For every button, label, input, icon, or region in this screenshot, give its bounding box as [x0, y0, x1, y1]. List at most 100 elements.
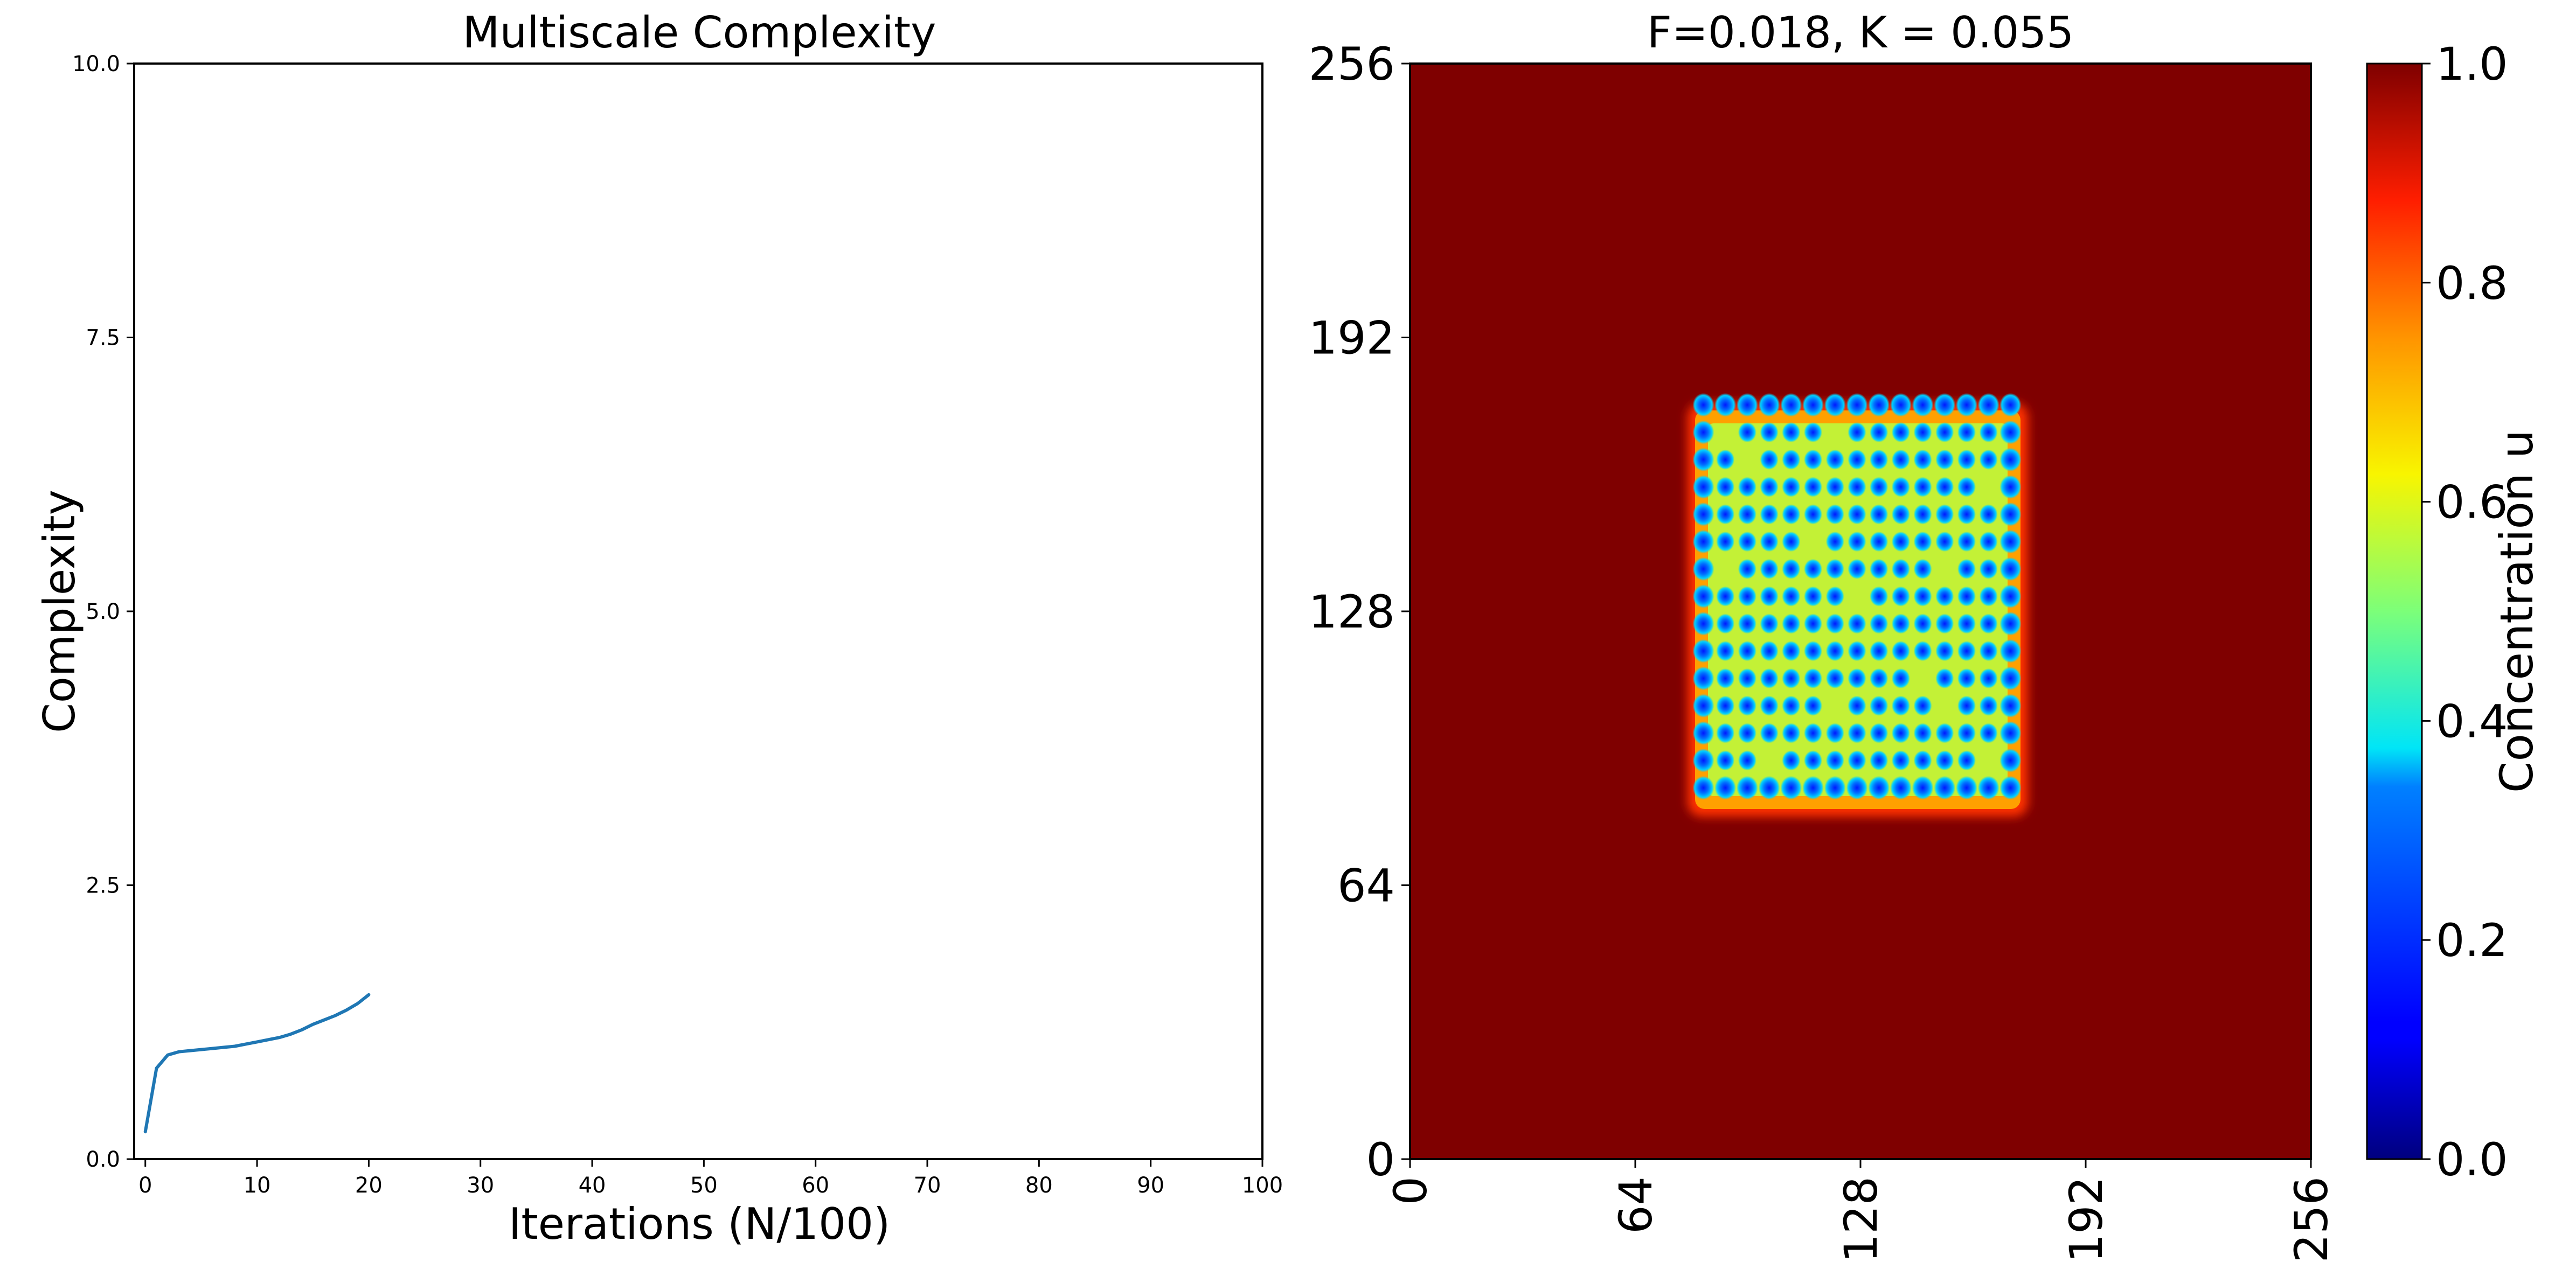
pattern-spot — [1957, 559, 1976, 580]
pattern-spot — [1716, 586, 1735, 606]
pattern-spot — [1977, 393, 1999, 417]
pattern-spot — [1738, 613, 1756, 634]
pattern-spot — [1825, 586, 1844, 606]
pattern-spot — [1891, 586, 1910, 606]
colorbar-tick-label: 0.6 — [2436, 476, 2508, 529]
pattern-spot — [1870, 668, 1888, 689]
pattern-spot — [1692, 448, 1714, 472]
pattern-spot — [1999, 721, 2022, 745]
line-y-tick-label: 2.5 — [86, 874, 120, 898]
pattern-spot — [1716, 477, 1735, 497]
colorbar-tick-label: 0.4 — [2436, 695, 2508, 748]
pattern-spot — [1913, 613, 1932, 634]
pattern-spot — [1736, 393, 1758, 417]
pattern-spot — [1782, 641, 1801, 661]
colorbar: 1.0 0.8 0.6 0.4 0.2 0.0 Concentration u — [2366, 38, 2543, 1186]
pattern-spot — [1782, 695, 1801, 716]
pattern-spots — [1692, 393, 2022, 800]
pattern-spot — [1891, 477, 1910, 497]
pattern-spot — [1802, 393, 1824, 417]
pattern-spot — [1848, 531, 1866, 552]
pattern-spot — [1848, 695, 1866, 716]
pattern-spot — [1738, 750, 1756, 771]
pattern-spot — [1868, 776, 1890, 800]
pattern-spot — [1848, 504, 1866, 525]
pattern-spot — [1913, 750, 1932, 771]
pattern-spot — [1956, 776, 1977, 800]
line-x-tick-label: 90 — [1137, 1173, 1164, 1198]
pattern-spot — [1846, 776, 1868, 800]
pattern-spot — [1760, 613, 1779, 634]
pattern-spot — [1758, 776, 1780, 800]
pattern-spot — [1692, 612, 1714, 636]
pattern-spot — [1825, 750, 1844, 771]
pattern-spot — [1913, 586, 1932, 606]
heatmap-title: F=0.018, K = 0.055 — [1647, 8, 2074, 58]
pattern-spot — [1977, 776, 1999, 800]
pattern-spot — [1999, 448, 2022, 472]
heatmap-x-tick-label: 256 — [2285, 1176, 2338, 1263]
pattern-spot — [1804, 449, 1822, 470]
pattern-spot — [1891, 449, 1910, 470]
pattern-spot — [1957, 449, 1976, 470]
pattern-spot — [1870, 531, 1888, 552]
pattern-spot — [1782, 668, 1801, 689]
pattern-spot — [1913, 504, 1932, 525]
pattern-spot — [1758, 393, 1780, 417]
heatmap-x-tick-label: 64 — [1609, 1176, 1662, 1234]
colorbar-ticks: 1.0 0.8 0.6 0.4 0.2 0.0 — [2422, 38, 2508, 1186]
pattern-spot — [1979, 613, 1998, 634]
pattern-spot — [1870, 750, 1888, 771]
pattern-spot — [1760, 641, 1779, 661]
heatmap-image — [1410, 64, 2311, 1159]
pattern-spot — [1870, 449, 1888, 470]
pattern-spot — [1870, 422, 1888, 443]
pattern-spot — [1825, 477, 1844, 497]
pattern-spot — [1935, 449, 1954, 470]
pattern-spot — [1738, 641, 1756, 661]
pattern-spot — [1714, 393, 1737, 417]
pattern-spot — [1999, 666, 2022, 691]
pattern-spot — [1692, 584, 1714, 609]
pattern-spot — [1716, 750, 1735, 771]
pattern-spot — [1999, 584, 2022, 609]
pattern-spot — [1999, 776, 2022, 800]
pattern-spot — [1935, 531, 1954, 552]
pattern-spot — [1848, 477, 1866, 497]
pattern-spot — [1979, 641, 1998, 661]
pattern-spot — [1848, 641, 1866, 661]
line-x-tick-label: 70 — [914, 1173, 941, 1198]
pattern-spot — [1716, 723, 1735, 743]
pattern-spot — [1979, 586, 1998, 606]
pattern-spot — [1782, 613, 1801, 634]
pattern-spot — [1891, 668, 1910, 689]
line-x-tick-label: 100 — [1242, 1173, 1283, 1198]
pattern-spot — [1804, 477, 1822, 497]
line-y-tick-label: 0.0 — [86, 1147, 120, 1172]
heatmap-x-tick-label: 128 — [1835, 1176, 1887, 1263]
pattern-spot — [1890, 393, 1912, 417]
pattern-spot — [1738, 559, 1756, 580]
pattern-spot — [1999, 393, 2022, 417]
pattern-spot — [1891, 723, 1910, 743]
pattern-spot — [1692, 557, 1714, 581]
pattern-spot — [1760, 586, 1779, 606]
pattern-spot — [1979, 531, 1998, 552]
heatmap-x-tick-label: 192 — [2060, 1176, 2113, 1263]
pattern-spot — [1957, 586, 1976, 606]
pattern-spot — [1802, 776, 1824, 800]
line-x-tick-label: 0 — [138, 1173, 152, 1198]
pattern-spot — [1935, 750, 1954, 771]
pattern-spot — [1825, 504, 1844, 525]
line-y-ticks: 0.0 2.5 5.0 7.5 10.0 — [72, 52, 134, 1172]
pattern-spot — [1782, 449, 1801, 470]
pattern-spot — [1782, 750, 1801, 771]
line-x-tick-label: 60 — [802, 1173, 829, 1198]
pattern-spot — [1891, 613, 1910, 634]
pattern-spot — [1999, 420, 2022, 444]
pattern-spot — [1890, 776, 1912, 800]
pattern-spot — [1716, 668, 1735, 689]
pattern-spot — [1935, 723, 1954, 743]
pattern-spot — [1870, 723, 1888, 743]
pattern-spot — [1692, 475, 1714, 499]
